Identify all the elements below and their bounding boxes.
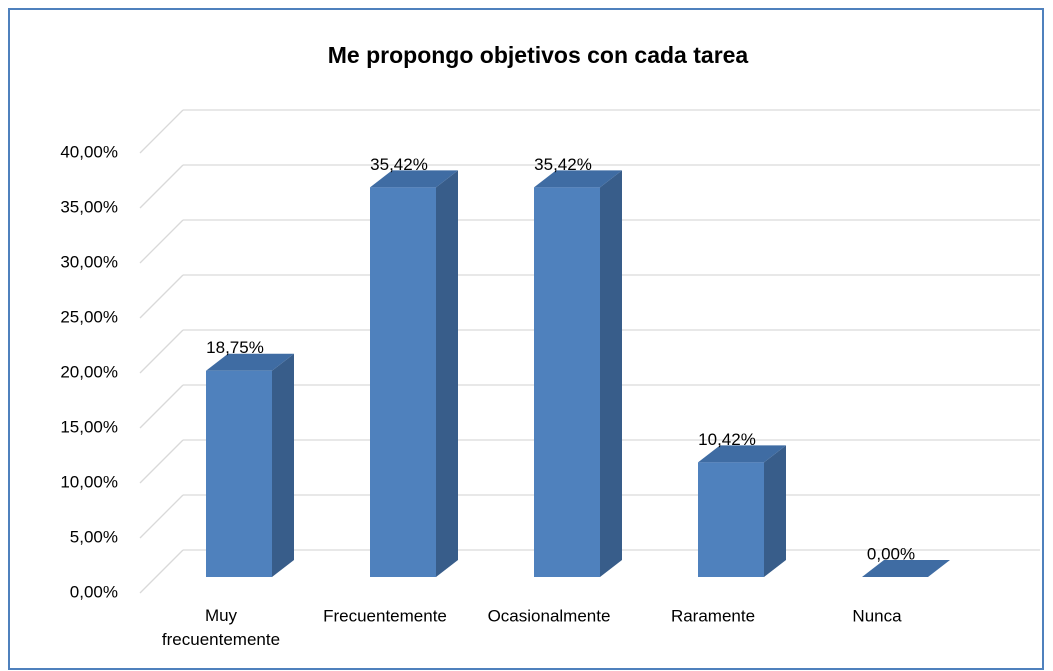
bar-top xyxy=(862,560,950,577)
bar-side xyxy=(764,445,786,577)
bar-front xyxy=(534,187,600,577)
bar-top xyxy=(206,353,294,371)
x-tick-label: Nunca xyxy=(852,606,902,625)
y-tick-label: 5,00% xyxy=(70,527,118,546)
bar-side xyxy=(436,170,458,577)
value-label: 18,75% xyxy=(206,338,264,357)
chart-title: Me propongo objetivos con cada tarea xyxy=(328,42,749,68)
value-label: 0,00% xyxy=(867,544,915,563)
bar xyxy=(698,445,786,577)
bar xyxy=(370,170,458,577)
bar xyxy=(206,353,294,577)
grid-line-side xyxy=(139,109,184,154)
x-tick-label: Muy frecuentemente xyxy=(162,606,280,649)
y-tick-label: 25,00% xyxy=(60,307,118,326)
y-tick-label: 10,00% xyxy=(60,472,118,491)
x-tick-label: Raramente xyxy=(671,606,755,625)
bar-front xyxy=(370,187,436,577)
bar-top xyxy=(534,170,622,188)
bar-top xyxy=(698,445,786,463)
x-tick-label: Ocasionalmente xyxy=(488,606,611,625)
bar-top xyxy=(370,170,458,188)
x-tick-label: Frecuentemente xyxy=(323,606,447,625)
value-label: 10,42% xyxy=(698,430,756,449)
grid-line-side xyxy=(139,164,184,209)
grid-line-side xyxy=(139,549,184,594)
y-tick-label: 40,00% xyxy=(60,142,118,161)
grid-line-side xyxy=(139,274,184,319)
bar xyxy=(862,560,950,577)
y-tick-label: 35,00% xyxy=(60,197,118,216)
grid-line-side xyxy=(139,329,184,374)
grid-line-side xyxy=(139,219,184,264)
bar-side xyxy=(600,170,622,577)
bar xyxy=(534,170,622,577)
value-label: 35,42% xyxy=(534,155,592,174)
y-tick-label: 20,00% xyxy=(60,362,118,381)
bar-front xyxy=(698,462,764,577)
grid-line-side xyxy=(139,439,184,484)
bar-side xyxy=(272,353,294,577)
grid-line-side xyxy=(139,494,184,539)
grid-line-side xyxy=(139,384,184,429)
y-tick-label: 15,00% xyxy=(60,417,118,436)
value-label: 35,42% xyxy=(370,155,428,174)
y-tick-label: 30,00% xyxy=(60,252,118,271)
chart-border xyxy=(8,8,1044,670)
bar-front xyxy=(206,370,272,577)
y-tick-label: 0,00% xyxy=(70,582,118,601)
